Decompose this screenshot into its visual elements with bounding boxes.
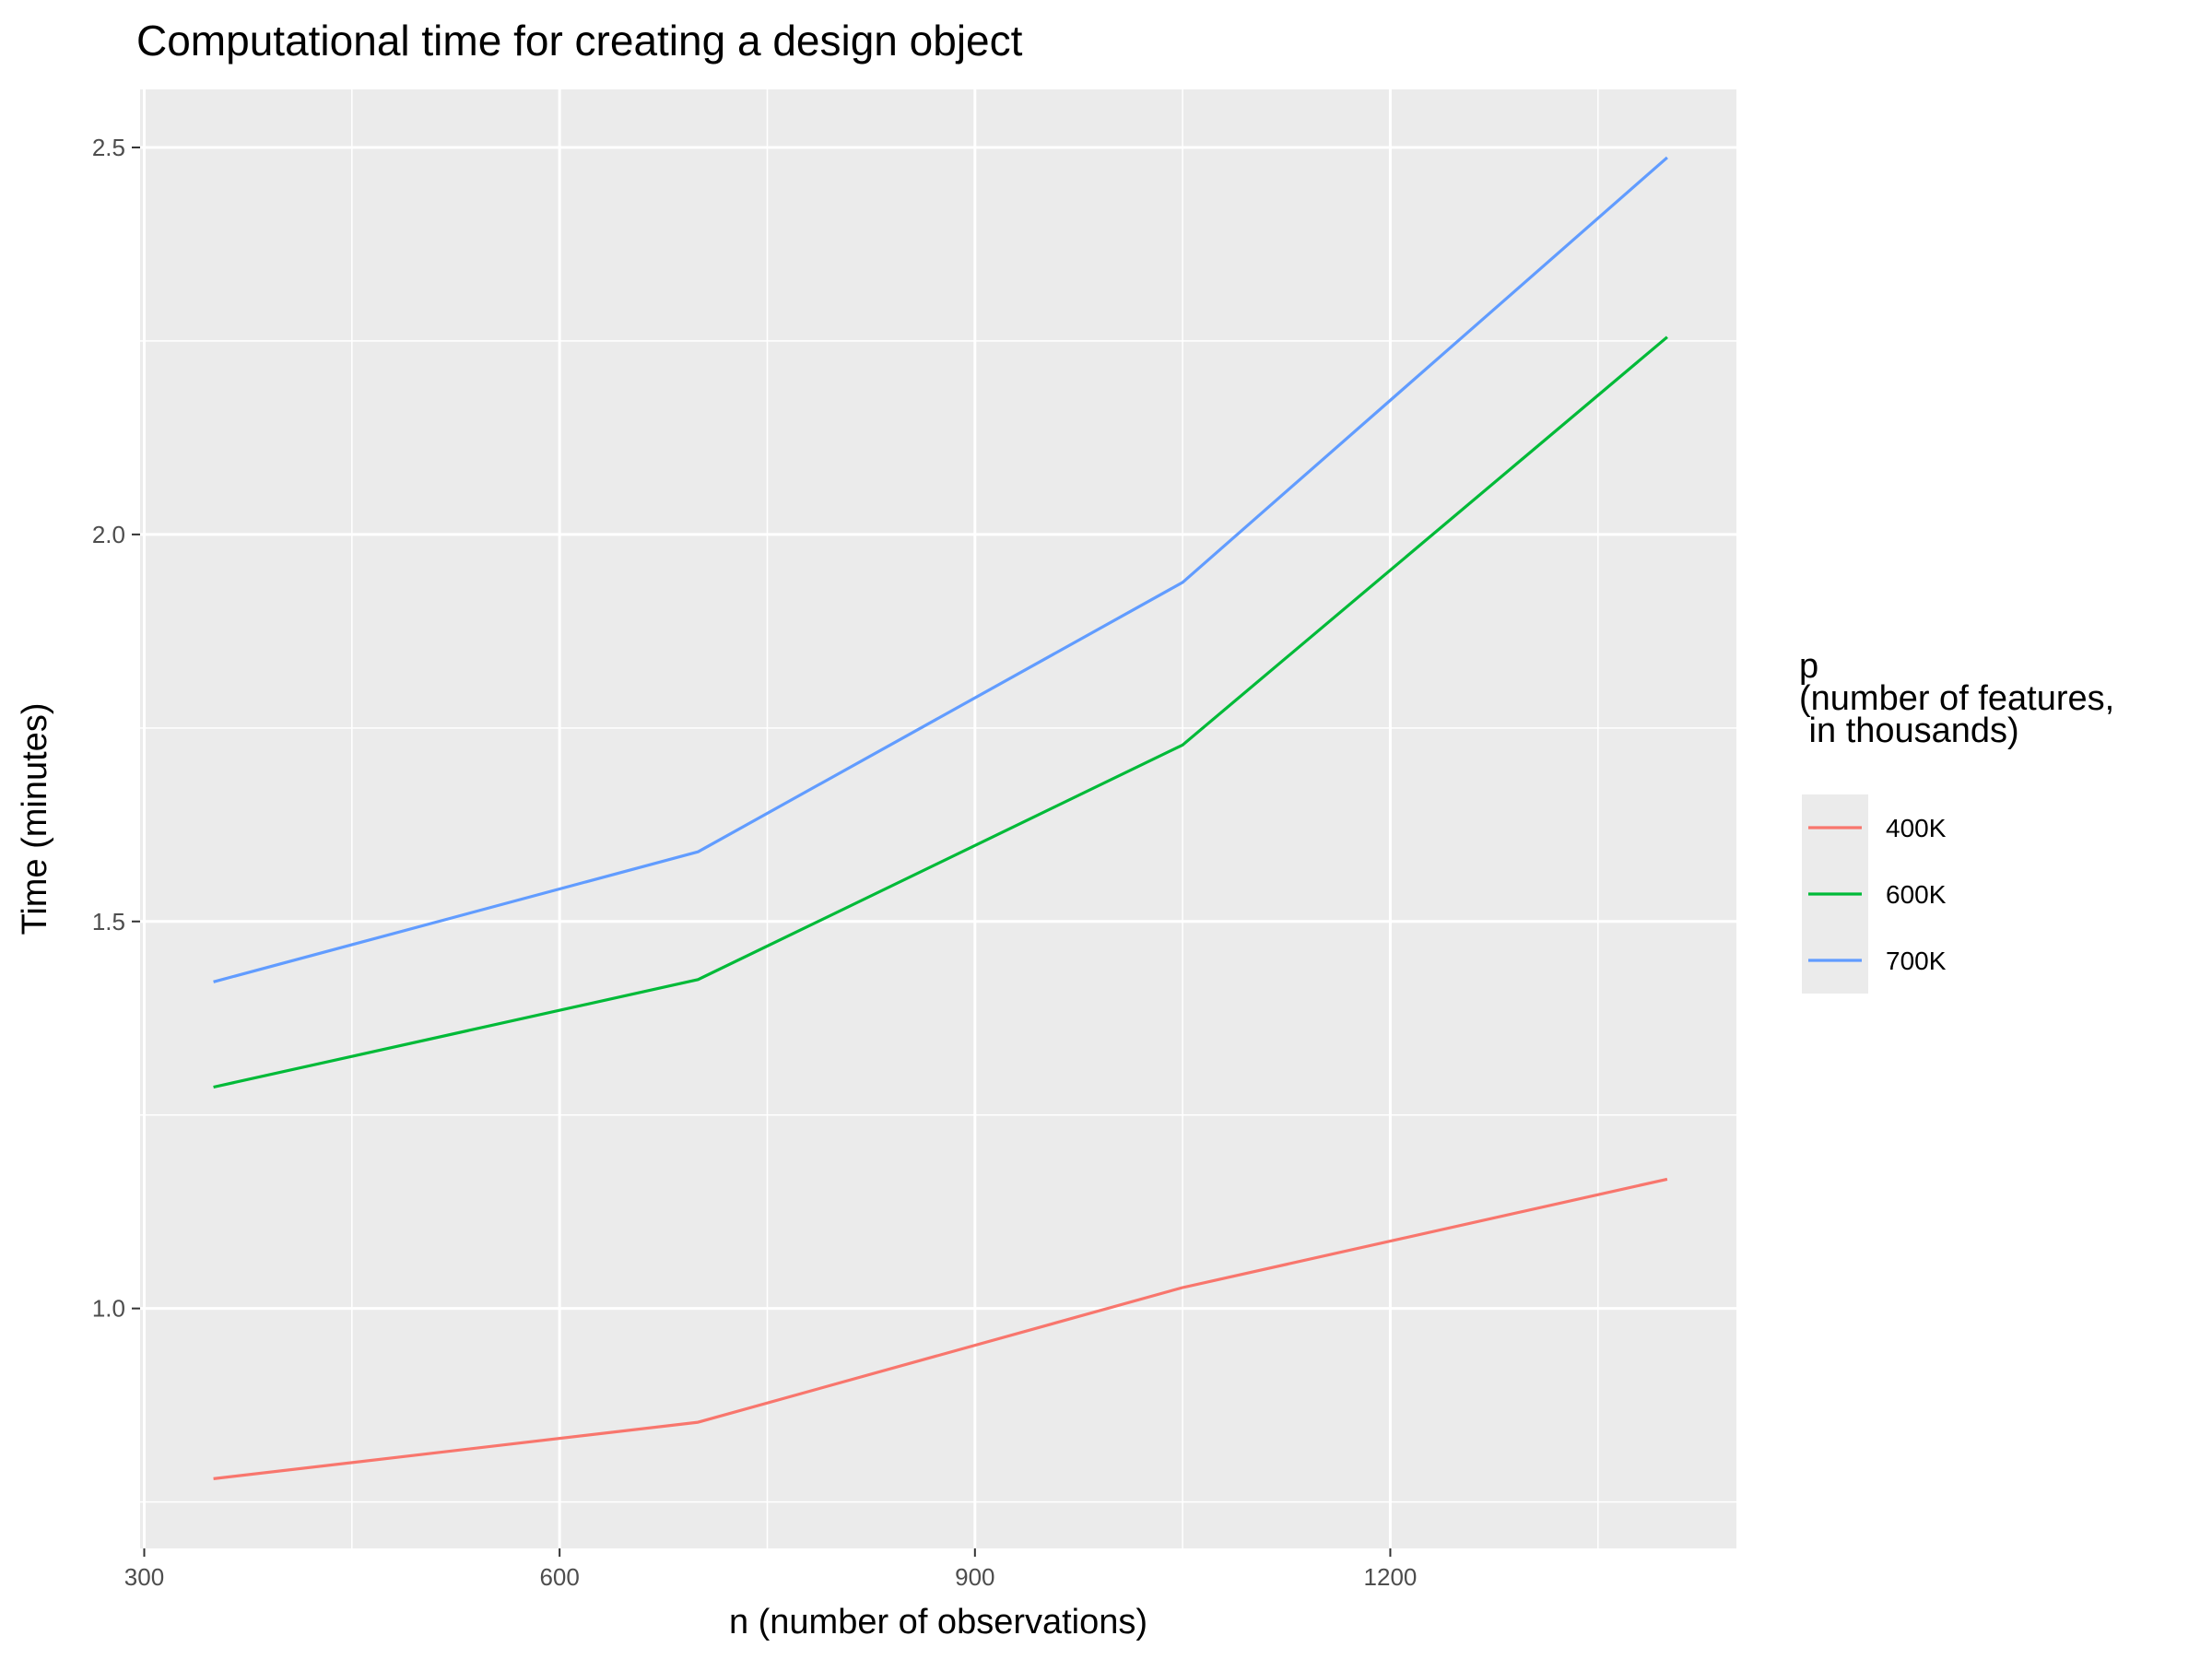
y-tick-label: 1.0 <box>92 1295 125 1323</box>
x-tick-label: 900 <box>955 1563 994 1591</box>
x-tick-label: 300 <box>124 1563 164 1591</box>
series-line-600K <box>213 335 1668 1089</box>
series-lines <box>213 156 1668 1480</box>
x-tick-label: 600 <box>539 1563 579 1591</box>
plot-panel <box>140 89 1736 1548</box>
minor-gridlines <box>140 89 1736 1548</box>
legend-title-line: in thousands) <box>1799 712 2019 750</box>
x-axis-title: n (number of observations) <box>729 1603 1147 1641</box>
y-axis: 1.0 1.5 2.0 2.5 <box>92 134 140 1323</box>
legend-title-line: p <box>1799 647 1818 686</box>
legend-label: 400K <box>1886 814 1947 842</box>
legend-label: 600K <box>1886 880 1947 909</box>
y-tick-label: 2.5 <box>92 134 125 161</box>
y-axis-title: Time (minutes) <box>16 703 54 935</box>
legend-label: 700K <box>1886 947 1947 975</box>
series-line-400K <box>213 1177 1668 1480</box>
y-tick-label: 2.0 <box>92 521 125 548</box>
legend: p(number of features, in thousands) 400K 6… <box>1799 647 2114 994</box>
x-axis: 300 600 900 1200 <box>124 1548 1418 1591</box>
series-line-700K <box>213 156 1668 983</box>
y-tick-label: 1.5 <box>92 908 125 935</box>
legend-title-line: (number of features, <box>1799 679 2114 718</box>
x-tick-label: 1200 <box>1364 1563 1418 1591</box>
chart-title: Computational time for creating a design… <box>136 17 1023 65</box>
major-gridlines <box>140 89 1736 1548</box>
